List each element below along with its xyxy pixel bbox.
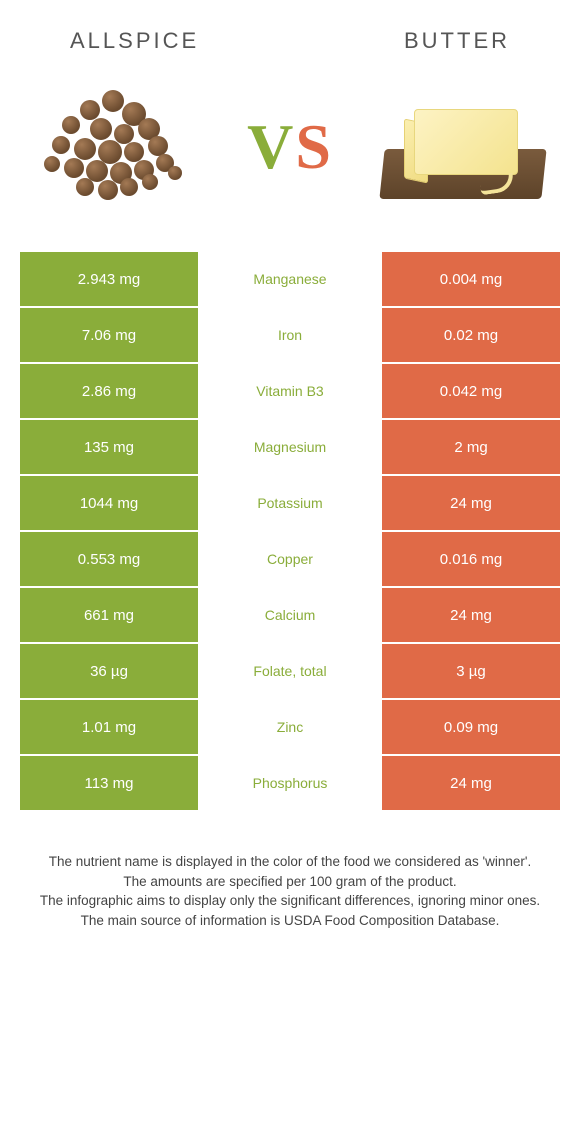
nutrient-name-cell: Manganese bbox=[200, 252, 380, 308]
left-value-cell: 36 µg bbox=[20, 644, 200, 700]
left-value-cell: 2.86 mg bbox=[20, 364, 200, 420]
table-row: 113 mgPhosphorus24 mg bbox=[20, 756, 560, 812]
footer-line: The amounts are specified per 100 gram o… bbox=[34, 872, 546, 892]
right-value-cell: 0.02 mg bbox=[380, 308, 560, 364]
table-row: 1044 mgPotassium24 mg bbox=[20, 476, 560, 532]
right-value-cell: 0.042 mg bbox=[380, 364, 560, 420]
left-value-cell: 1044 mg bbox=[20, 476, 200, 532]
right-value-cell: 24 mg bbox=[380, 756, 560, 812]
nutrient-name-cell: Copper bbox=[200, 532, 380, 588]
left-value-cell: 661 mg bbox=[20, 588, 200, 644]
table-row: 135 mgMagnesium2 mg bbox=[20, 420, 560, 476]
table-row: 7.06 mgIron0.02 mg bbox=[20, 308, 560, 364]
nutrient-name-cell: Folate, total bbox=[200, 644, 380, 700]
table-row: 0.553 mgCopper0.016 mg bbox=[20, 532, 560, 588]
butter-illustration bbox=[380, 87, 550, 207]
right-value-cell: 0.004 mg bbox=[380, 252, 560, 308]
left-value-cell: 1.01 mg bbox=[20, 700, 200, 756]
left-value-cell: 0.553 mg bbox=[20, 532, 200, 588]
table-row: 2.86 mgVitamin B30.042 mg bbox=[20, 364, 560, 420]
vs-v: V bbox=[247, 111, 295, 182]
nutrient-table: 2.943 mgManganese0.004 mg7.06 mgIron0.02… bbox=[20, 252, 560, 812]
footer-notes: The nutrient name is displayed in the co… bbox=[0, 812, 580, 930]
table-row: 2.943 mgManganese0.004 mg bbox=[20, 252, 560, 308]
table-row: 1.01 mgZinc0.09 mg bbox=[20, 700, 560, 756]
right-food-title: BUTTER bbox=[404, 28, 510, 54]
nutrient-name-cell: Potassium bbox=[200, 476, 380, 532]
right-value-cell: 24 mg bbox=[380, 588, 560, 644]
right-value-cell: 24 mg bbox=[380, 476, 560, 532]
nutrient-name-cell: Magnesium bbox=[200, 420, 380, 476]
images-row: VS bbox=[0, 64, 580, 252]
left-value-cell: 113 mg bbox=[20, 756, 200, 812]
right-value-cell: 0.09 mg bbox=[380, 700, 560, 756]
right-value-cell: 2 mg bbox=[380, 420, 560, 476]
table-row: 36 µgFolate, total3 µg bbox=[20, 644, 560, 700]
nutrient-name-cell: Calcium bbox=[200, 588, 380, 644]
right-value-cell: 0.016 mg bbox=[380, 532, 560, 588]
vs-label: VS bbox=[247, 110, 333, 184]
left-value-cell: 7.06 mg bbox=[20, 308, 200, 364]
left-food-title: ALLSPICE bbox=[70, 28, 199, 54]
left-value-cell: 2.943 mg bbox=[20, 252, 200, 308]
right-food-image bbox=[380, 72, 550, 222]
nutrient-name-cell: Zinc bbox=[200, 700, 380, 756]
allspice-illustration bbox=[40, 82, 190, 212]
footer-line: The nutrient name is displayed in the co… bbox=[34, 852, 546, 872]
left-food-image bbox=[30, 72, 200, 222]
table-row: 661 mgCalcium24 mg bbox=[20, 588, 560, 644]
right-value-cell: 3 µg bbox=[380, 644, 560, 700]
nutrient-name-cell: Phosphorus bbox=[200, 756, 380, 812]
footer-line: The infographic aims to display only the… bbox=[34, 891, 546, 911]
header: ALLSPICE BUTTER bbox=[0, 0, 580, 64]
vs-s: S bbox=[295, 111, 333, 182]
left-value-cell: 135 mg bbox=[20, 420, 200, 476]
footer-line: The main source of information is USDA F… bbox=[34, 911, 546, 931]
nutrient-name-cell: Iron bbox=[200, 308, 380, 364]
nutrient-name-cell: Vitamin B3 bbox=[200, 364, 380, 420]
